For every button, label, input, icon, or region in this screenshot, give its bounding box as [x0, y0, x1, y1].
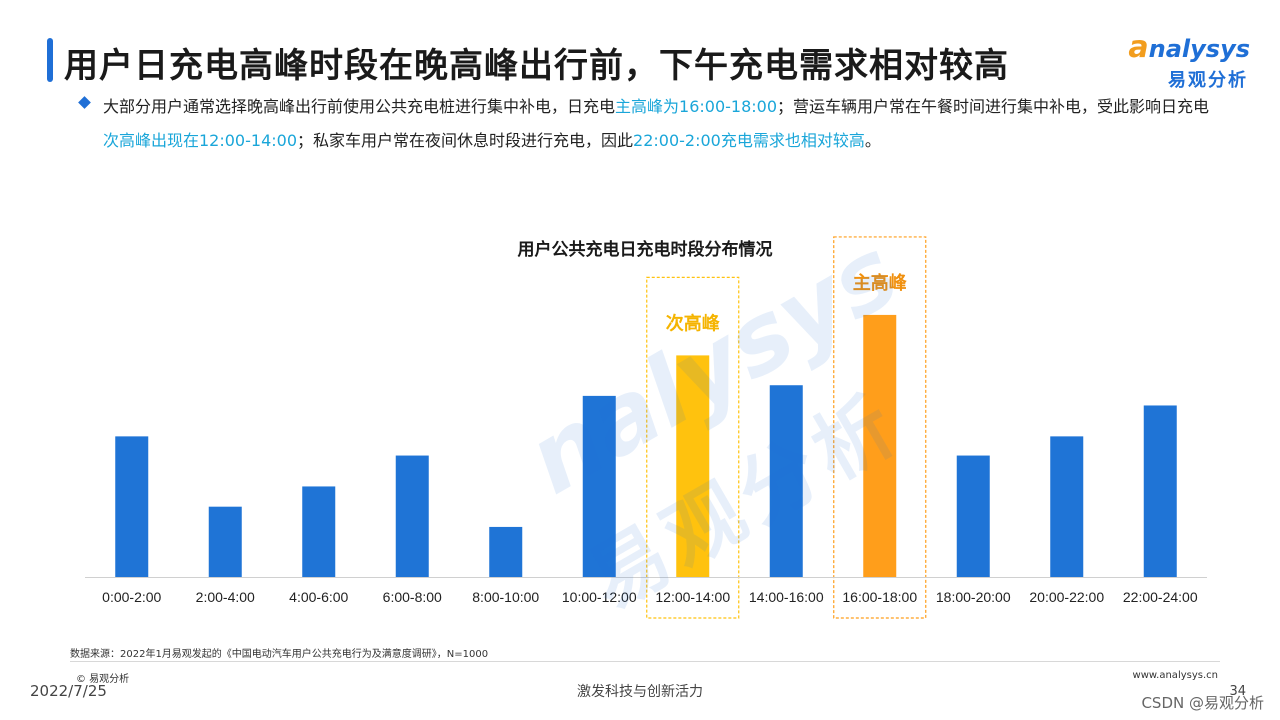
x-tick-label: 12:00-14:00	[655, 589, 730, 605]
bar	[582, 395, 616, 577]
bar	[676, 355, 710, 577]
logo-en-text: nalysys	[1148, 35, 1250, 63]
bar	[489, 526, 523, 577]
analysys-logo: analysys 易观分析	[1124, 30, 1254, 92]
page-number: 34	[1229, 684, 1246, 699]
peak-label: 主高峰	[853, 272, 908, 294]
para-highlight-main-peak: 主高峰为16:00-18:00	[615, 97, 778, 116]
x-tick-label: 6:00-8:00	[383, 589, 442, 605]
x-tick-label: 10:00-12:00	[562, 589, 637, 605]
slogan: 激发科技与创新活力	[577, 684, 703, 700]
para-text-2: ；营运车辆用户常在午餐时间进行集中补电，受此影响日充电	[777, 97, 1210, 116]
x-tick-label: 14:00-16:00	[749, 589, 824, 605]
bar	[863, 314, 897, 577]
bar	[1050, 436, 1084, 577]
website-link[interactable]: www.analysys.cn	[1132, 670, 1218, 681]
bar	[1143, 405, 1177, 577]
logo-cn-text: 易观分析	[1168, 70, 1248, 91]
bar	[395, 455, 429, 577]
para-text-1: 大部分用户通常选择晚高峰出行前使用公共充电桩进行集中补电，日充电	[103, 97, 616, 116]
highlight-box	[646, 276, 740, 619]
x-tick-label: 2:00-4:00	[196, 589, 255, 605]
para-highlight-second-peak: 次高峰出现在12:00-14:00	[103, 131, 297, 150]
bar	[302, 486, 336, 577]
logo-initial: a	[1128, 30, 1149, 65]
summary-paragraph: 大部分用户通常选择晚高峰出行前使用公共充电桩进行集中补电，日充电主高峰为16:0…	[103, 90, 1213, 158]
csdn-watermark: CSDN @易观分析	[1141, 694, 1264, 712]
page-title: 用户日充电高峰时段在晚高峰出行前，下午充电需求相对较高	[64, 46, 1009, 86]
data-source: 数据来源：2022年1月易观发起的《中国电动汽车用户公共充电行为及满意度调研》，…	[70, 649, 489, 660]
x-tick-label: 16:00-18:00	[842, 589, 917, 605]
para-text-3: ；私家车用户常在夜间休息时段进行充电，因此	[297, 131, 634, 150]
peak-label: 次高峰	[666, 312, 721, 334]
bar	[115, 436, 149, 577]
x-tick-label: 4:00-6:00	[289, 589, 348, 605]
highlight-box	[833, 236, 927, 619]
bar	[208, 506, 242, 577]
copyright: © 易观分析	[76, 674, 130, 685]
para-text-4: 。	[864, 131, 881, 150]
bar	[769, 385, 803, 577]
title-accent-bar	[47, 38, 53, 82]
x-tick-label: 0:00-2:00	[102, 589, 161, 605]
footer-divider	[70, 661, 1220, 662]
x-tick-label: 8:00-10:00	[472, 589, 539, 605]
slide-date: 2022/7/25	[30, 682, 107, 700]
x-tick-label: 22:00-24:00	[1123, 589, 1198, 605]
para-highlight-night: 22:00-2:00充电需求也相对较高	[633, 131, 865, 150]
bar	[956, 455, 990, 577]
x-tick-label: 18:00-20:00	[936, 589, 1011, 605]
x-tick-label: 20:00-22:00	[1029, 589, 1104, 605]
chart-title: 用户公共充电日充电时段分布情况	[517, 240, 773, 260]
